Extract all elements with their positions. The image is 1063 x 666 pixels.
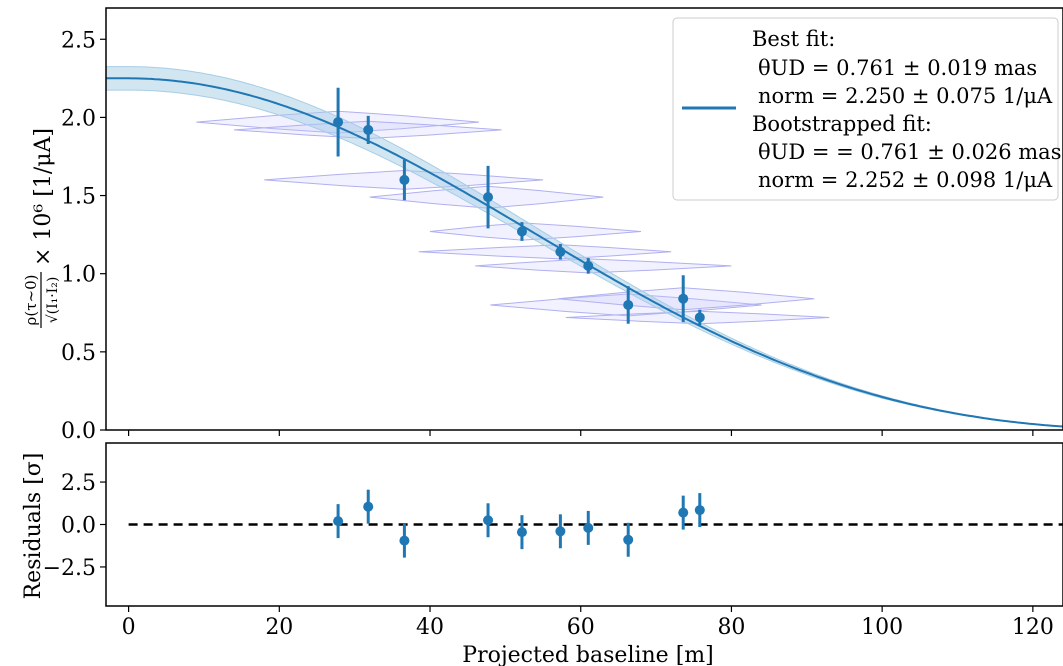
data-point-9 — [694, 312, 705, 323]
main-ylabel: ρ(τ∼0) √(I₁·I₂) × 10⁶ [1/μA] — [22, 128, 61, 328]
main-ytick-label-2: 1.0 — [61, 263, 96, 288]
ylabel-denominator: √(I₁·I₂) — [45, 277, 61, 324]
residual-point-6 — [583, 522, 594, 533]
main-ytick-label-1: 0.5 — [61, 341, 96, 366]
violin-6 — [475, 258, 732, 274]
data-point-4 — [516, 226, 527, 237]
xtick-label-6: 120 — [1012, 615, 1054, 640]
main-ytick-label-3: 1.5 — [61, 185, 96, 210]
xtick-label-4: 80 — [717, 615, 745, 640]
data-point-3 — [483, 192, 494, 203]
data-point-8 — [678, 293, 689, 304]
legend-boot-norm: norm = 2.252 ± 0.098 1/μA — [758, 168, 1053, 192]
data-point-6 — [583, 260, 594, 271]
main-axes: 0.0 0.5 1.0 1.5 2.0 2.5 — [61, 7, 1063, 444]
residual-point-7 — [623, 534, 634, 545]
legend-boot-title: Bootstrapped fit: — [752, 112, 932, 136]
fit-band-group — [105, 66, 1063, 428]
res-ytick-label-2: 2.5 — [61, 471, 96, 496]
residual-axes: −2.5 0.0 2.5 0 20 40 60 80 100 120 — [43, 442, 1063, 640]
violin-5 — [418, 244, 672, 260]
legend: Best fit: θUD = 0.761 ± 0.019 mas norm =… — [672, 17, 1061, 201]
residuals-panel: −2.5 0.0 2.5 0 20 40 60 80 100 120 — [43, 442, 1063, 640]
xtick-label-2: 40 — [416, 615, 444, 640]
legend-box — [672, 17, 1059, 201]
data-point-1 — [363, 124, 374, 135]
main-panel: 0.0 0.5 1.0 1.5 2.0 2.5 — [61, 7, 1063, 444]
xtick-label-5: 100 — [861, 615, 903, 640]
res-ytick-label-0: −2.5 — [43, 556, 96, 581]
data-point-0 — [333, 117, 344, 128]
data-point-5 — [555, 246, 566, 257]
residuals-ylabel: Residuals [σ] — [21, 453, 46, 600]
xtick-label-3: 60 — [567, 615, 595, 640]
main-ytick-label-0: 0.0 — [61, 419, 96, 444]
legend-best-fit-title: Best fit: — [752, 27, 835, 51]
legend-best-fit-theta: θUD = 0.761 ± 0.019 mas — [758, 56, 1037, 80]
xlabel: Projected baseline [m] — [462, 643, 713, 666]
residual-point-2 — [399, 535, 410, 546]
main-ytick-label-4: 2.0 — [61, 106, 96, 131]
main-ytick-label-5: 2.5 — [61, 28, 96, 53]
legend-best-fit-norm: norm = 2.250 ± 0.075 1/μA — [758, 84, 1053, 108]
fit-uncertainty-band — [105, 66, 1063, 428]
legend-boot-theta: θUD = = 0.761 ± 0.026 mas — [758, 140, 1061, 164]
residual-point-4 — [516, 527, 527, 538]
xtick-label-1: 20 — [265, 615, 293, 640]
residual-point-1 — [363, 501, 374, 512]
data-point-7 — [623, 299, 634, 310]
ylabel-suffix: × 10⁶ [1/μA] — [31, 128, 56, 266]
data-point-2 — [399, 174, 410, 185]
xtick-label-0: 0 — [122, 615, 136, 640]
data-points-group — [333, 87, 705, 326]
res-ytick-label-1: 0.0 — [61, 514, 96, 539]
residual-point-8 — [678, 507, 689, 518]
ylabel-numerator: ρ(τ∼0) — [22, 275, 40, 326]
residual-points-group — [333, 489, 705, 558]
residual-point-5 — [555, 526, 566, 537]
residual-point-3 — [483, 515, 494, 526]
residual-point-0 — [333, 516, 344, 527]
main-frame — [105, 7, 1063, 431]
residual-point-9 — [694, 505, 705, 516]
